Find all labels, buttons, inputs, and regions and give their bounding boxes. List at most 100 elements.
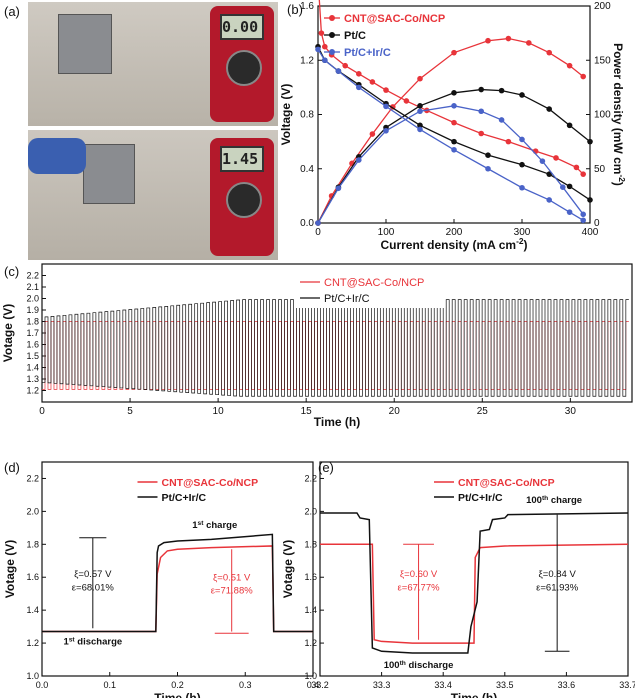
data-point-b <box>519 92 525 98</box>
data-point-b <box>451 49 457 56</box>
data-point-b <box>417 103 423 109</box>
data-point-b <box>485 152 491 158</box>
y-tick-label-d: 2.2 <box>26 473 39 483</box>
data-point-b <box>335 68 342 74</box>
y-tick-label-e: 2.2 <box>304 473 317 483</box>
meter-dial-bottom <box>226 182 262 218</box>
data-point-b <box>315 46 321 53</box>
annotation-d: 1st charge <box>192 519 237 531</box>
legend-marker-b <box>329 32 335 38</box>
data-point-b <box>451 103 457 109</box>
y-tick-label-e: 2.0 <box>304 506 317 516</box>
y-tick-label-b: 0.4 <box>300 164 314 175</box>
y-axis-label-e: Votage (V) <box>281 540 295 598</box>
y-tick-label-b: 0.8 <box>300 110 314 121</box>
y-tick-label-c: 2.1 <box>26 282 39 292</box>
data-point-b <box>383 127 389 134</box>
meter-display-bottom: 1.45 <box>220 146 264 172</box>
data-point-b <box>369 79 376 85</box>
x-axis-label-e: Time (h) <box>451 691 497 698</box>
y-tick-label-d: 1.6 <box>26 572 39 582</box>
legend-label-b: Pt/C+Ir/C <box>344 47 391 59</box>
y2-tick-label-b: 200 <box>594 1 611 12</box>
panel-label-c: (c) <box>4 264 19 279</box>
annotation-d: 1st discharge <box>63 636 122 648</box>
data-point-b <box>519 136 525 143</box>
data-point-b <box>546 197 552 203</box>
y2-tick-label-b: 50 <box>594 164 606 175</box>
data-point-b <box>451 138 457 145</box>
y-tick-label-c: 1.2 <box>26 386 39 396</box>
y-tick-label-d: 1.0 <box>26 671 39 681</box>
data-point-b <box>417 122 423 129</box>
data-point-b <box>498 117 505 123</box>
series-line-b-4 <box>317 49 584 221</box>
data-point-b <box>573 164 580 171</box>
x-tick-label-b: 400 <box>582 227 599 238</box>
data-point-b <box>485 165 491 172</box>
legend-label-e: Pt/C+Ir/C <box>458 492 503 504</box>
y-axis-label-c: Votage (V) <box>1 304 15 362</box>
annotation-e: 100th discharge <box>384 659 454 671</box>
data-point-b <box>383 87 389 93</box>
panel-label-b: (b) <box>287 2 303 17</box>
data-point-b <box>580 217 586 224</box>
data-point-b <box>485 37 491 44</box>
data-point-b <box>417 126 423 133</box>
y-tick-label-c: 1.6 <box>26 340 39 350</box>
x-tick-label-e: 33.4 <box>434 680 452 690</box>
x-tick-label-b: 200 <box>446 227 463 238</box>
panel-label-a: (a) <box>4 4 20 19</box>
data-point-b <box>505 35 512 42</box>
data-point-b <box>546 171 552 177</box>
data-point-b <box>369 131 376 137</box>
data-point-b <box>451 146 457 153</box>
data-point-b <box>356 84 362 91</box>
x-tick-label-c: 15 <box>301 406 313 417</box>
y-axis-label-d: Votage (V) <box>3 540 17 598</box>
x-tick-label-d: 0.4 <box>307 680 320 690</box>
data-point-b <box>335 185 342 192</box>
x-tick-label-c: 0 <box>39 406 45 417</box>
x-tick-label-d: 0.2 <box>171 680 184 690</box>
y2-tick-label-b: 150 <box>594 55 611 66</box>
y-tick-label-e: 1.4 <box>304 605 317 615</box>
x-tick-label-c: 30 <box>565 406 577 417</box>
x-tick-label-b: 100 <box>378 227 395 238</box>
data-point-b <box>315 220 321 226</box>
x-axis-label-d: Time (h) <box>154 691 200 698</box>
data-point-b <box>505 138 512 145</box>
data-point-b <box>546 49 552 56</box>
y-tick-label-e: 1.0 <box>304 671 317 681</box>
data-point-b <box>587 197 593 203</box>
data-point-b <box>553 155 559 161</box>
data-point-b <box>478 108 485 115</box>
legend-label-c: Pt/C+Ir/C <box>324 293 370 305</box>
data-point-b <box>526 40 532 46</box>
y-tick-label-b: 0.0 <box>300 218 314 229</box>
data-point-b <box>417 108 423 115</box>
x-tick-label-d: 0.3 <box>239 680 252 690</box>
annotation-e: 100th charge <box>526 495 582 507</box>
data-point-b <box>580 73 586 80</box>
fuel-cell-device-top <box>58 14 112 74</box>
y-tick-label-e: 1.8 <box>304 539 317 549</box>
photo-top: 0.00 <box>28 2 278 126</box>
y-tick-label-c: 1.9 <box>26 305 39 315</box>
data-point-b <box>580 211 586 218</box>
legend-label-b: Pt/C <box>344 30 366 42</box>
y-tick-label-d: 1.2 <box>26 638 39 648</box>
data-point-b <box>566 62 573 69</box>
y-tick-label-e: 1.6 <box>304 572 317 582</box>
meter-display-top: 0.00 <box>220 14 264 40</box>
data-point-b <box>318 30 325 36</box>
y-tick-label-c: 1.8 <box>26 317 39 327</box>
data-point-b <box>498 87 505 94</box>
data-point-b <box>566 122 573 129</box>
y-tick-label-d: 1.4 <box>26 605 39 615</box>
panel-label-e: (e) <box>318 460 334 475</box>
data-point-b <box>580 171 586 177</box>
data-point-b <box>587 138 593 145</box>
legend-label-e: CNT@SAC-Co/NCP <box>458 477 555 489</box>
